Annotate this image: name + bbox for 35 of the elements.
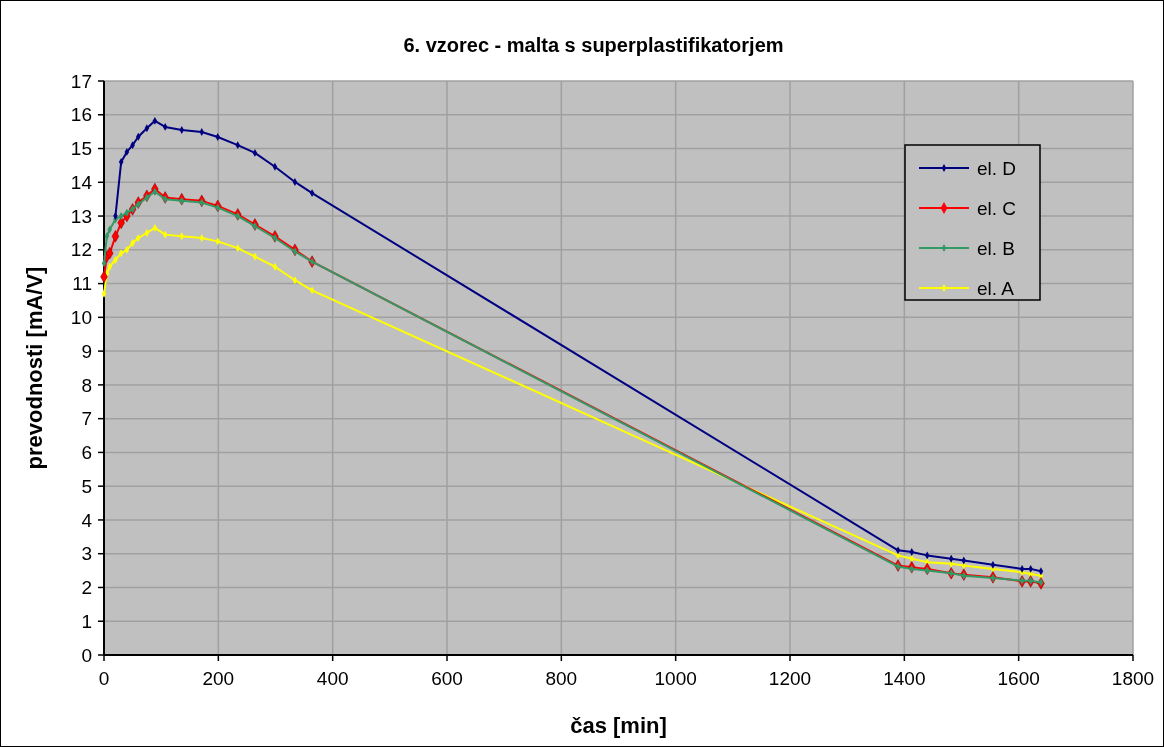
y-tick-label: 1 [81, 610, 92, 632]
y-tick-label: 9 [81, 340, 92, 362]
x-tick-label: 400 [316, 668, 349, 689]
legend-label: el. B [977, 237, 1016, 259]
y-tick-label: 13 [70, 205, 92, 227]
y-tick-label: 8 [81, 374, 92, 396]
x-tick-label: 1600 [997, 668, 1040, 689]
legend-label: el. C [977, 197, 1017, 219]
y-tick-label: 0 [81, 644, 92, 666]
y-tick-label: 11 [72, 273, 92, 295]
y-tick-label: 14 [70, 171, 93, 193]
y-tick-label: 6 [81, 442, 92, 464]
y-tick-label: 17 [70, 70, 92, 92]
y-tick-label: 4 [81, 509, 93, 531]
x-tick-label: 800 [545, 668, 578, 689]
x-tick-label: 1400 [883, 668, 926, 689]
y-tick-label: 16 [70, 104, 92, 126]
y-tick-label: 5 [81, 475, 92, 497]
y-tick-label: 2 [81, 577, 92, 599]
y-axis-title: prevodnosti [mA/V] [22, 266, 47, 470]
y-tick-label: 12 [70, 239, 92, 261]
legend-label: el. A [977, 277, 1015, 299]
chart-title: 6. vzorec - malta s superplastifikatorjem [403, 34, 784, 56]
x-tick-label: 1200 [768, 668, 812, 689]
y-tick-label: 10 [70, 307, 92, 328]
y-tick-label: 7 [81, 408, 92, 430]
y-tick-label: 15 [70, 138, 92, 160]
x-tick-label: 600 [431, 668, 463, 689]
x-axis-title: čas [min] [570, 713, 667, 738]
x-tick-label: 1000 [654, 668, 697, 689]
x-tick-label: 200 [202, 668, 235, 689]
x-tick-label: 0 [98, 668, 110, 689]
legend-label: el. D [977, 157, 1017, 179]
y-tick-label: 3 [81, 543, 92, 565]
x-tick-label: 1800 [1111, 668, 1155, 689]
